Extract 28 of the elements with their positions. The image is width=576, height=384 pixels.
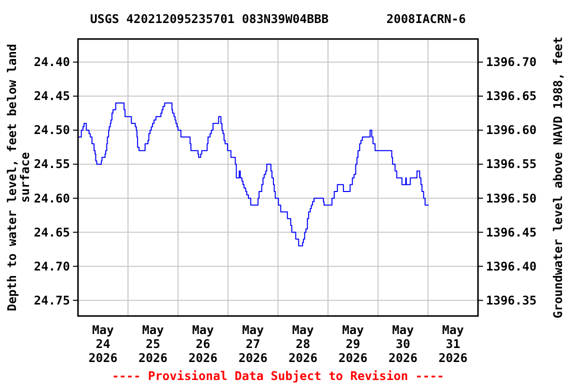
y-tick-label: 24.70: [34, 259, 70, 274]
y-tick-label: 24.55: [34, 157, 70, 172]
text: ---- Provisional Data Subject to Revision ----: [112, 369, 444, 383]
x-tick-label: May 29 2026: [338, 323, 368, 365]
y2-tick-label: 1396.35: [486, 293, 537, 308]
y2-tick-label: 1396.50: [486, 191, 537, 206]
y-axis-title: Depth to water level, feet below land surface: [5, 44, 32, 312]
y2-tick-label: 1396.40: [486, 259, 537, 274]
y-tick-label: 24.65: [34, 225, 70, 240]
y-tick-label: 24.40: [34, 55, 70, 70]
y2-tick-label: 1396.45: [486, 225, 537, 240]
chart-title: USGS 420212095235701 083N39W04BBB 2008IACRN-6: [90, 12, 466, 26]
y2-tick-label: 1396.65: [486, 89, 537, 104]
y-tick-label: 24.50: [34, 123, 70, 138]
y-tick-label: 24.75: [34, 293, 70, 308]
y-tick-label: 24.45: [34, 89, 70, 104]
x-tick-label: May 24 2026: [88, 323, 118, 365]
x-tick-label: May 26 2026: [188, 323, 218, 365]
x-tick-label: May 30 2026: [388, 323, 418, 365]
x-tick-label: May 25 2026: [138, 323, 168, 365]
y2-tick-label: 1396.55: [486, 157, 537, 172]
y2-tick-label: 1396.60: [486, 123, 537, 138]
x-tick-label: May 31 2026: [438, 323, 468, 365]
x-tick-label: May 27 2026: [238, 323, 268, 365]
y-tick-label: 24.60: [34, 191, 70, 206]
y2-tick-label: 1396.70: [486, 55, 537, 70]
x-tick-label: May 28 2026: [288, 323, 318, 365]
y2-axis-title: Groundwater level above NAVD 1988, feet: [551, 36, 565, 318]
